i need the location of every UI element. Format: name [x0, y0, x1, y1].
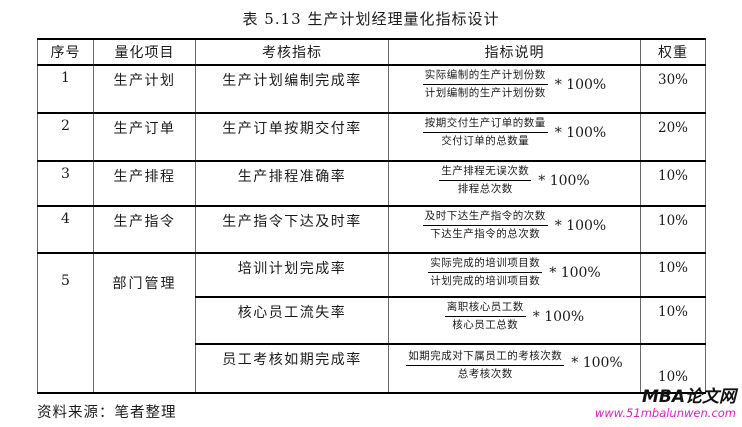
row-description: 生产排程无误次数 排程总次数 * 100%	[388, 160, 641, 207]
fraction-numerator: 按期交付生产订单的数量	[422, 116, 548, 134]
table-header-row: 序号 量化项目 考核指标 指标说明 权重	[37, 38, 706, 66]
row-project: 生产计划	[93, 64, 196, 114]
source-note: 资料来源：笔者整理	[37, 405, 177, 421]
row-no: 1	[37, 64, 94, 114]
fraction-denominator: 计划编制的生产计划份数	[424, 87, 546, 100]
row-weight: 20%	[640, 112, 706, 162]
brand-logo: MBA论文网	[641, 387, 736, 407]
formula-multiplier: * 100%	[549, 264, 601, 281]
fraction-denominator: 下达生产指令的总次数	[430, 228, 541, 241]
row-weight: 10%	[640, 343, 706, 394]
fraction: 生产排程无误次数 排程总次数	[439, 164, 532, 197]
row-indicator: 生产计划编制完成率	[195, 64, 389, 114]
table-row: 1 生产计划 生产计划编制完成率 实际编制的生产计划份数 计划编制的生产计划份数…	[37, 64, 706, 114]
fraction-numerator: 及时下达生产指令的次数	[422, 209, 548, 227]
formula: 及时下达生产指令的次数 下达生产指令的总次数 * 100%	[390, 208, 640, 242]
fraction-denominator: 交付订单的总数量	[441, 135, 530, 148]
formula-multiplier: * 100%	[571, 355, 623, 371]
fraction-numerator: 如期完成对下属员工的考核次数	[406, 349, 565, 367]
row-weight: 10%	[640, 296, 706, 345]
formula: 按期交付生产订单的数量 交付订单的总数量 * 100%	[390, 115, 640, 149]
row-indicator: 核心员工流失率	[195, 296, 389, 345]
header-project: 量化项目	[93, 38, 196, 66]
row-indicator: 生产排程准确率	[195, 160, 389, 207]
row-weight: 10%	[640, 160, 706, 207]
row-indicator: 生产指令下达及时率	[195, 205, 389, 254]
row-project: 生产指令	[93, 205, 196, 254]
row-no: 5	[37, 252, 94, 394]
table-row: 5 部门管理 培训计划完成率 实际完成的培训项目数 计划完成的培训项目数 * 1…	[37, 252, 706, 394]
row-description: 按期交付生产订单的数量 交付订单的总数量 * 100%	[388, 112, 641, 162]
formula: 实际编制的生产计划份数 计划编制的生产计划份数 * 100%	[390, 67, 640, 101]
row-indicator: 培训计划完成率	[195, 252, 389, 298]
row-weight: 10%	[640, 205, 706, 254]
fraction-denominator: 核心员工总数	[452, 319, 519, 332]
row-project: 生产订单	[93, 112, 196, 162]
table-row: 4 生产指令 生产指令下达及时率 及时下达生产指令的次数 下达生产指令的总次数 …	[37, 205, 706, 254]
row-project: 生产排程	[93, 160, 196, 207]
fraction: 实际编制的生产计划份数 计划编制的生产计划份数	[422, 68, 548, 101]
formula-multiplier: * 100%	[554, 76, 607, 93]
row-no: 2	[37, 112, 94, 162]
fraction: 及时下达生产指令的次数 下达生产指令的总次数	[422, 209, 548, 242]
table-row: 3 生产排程 生产排程准确率 生产排程无误次数 排程总次数 * 100% 10%	[37, 160, 706, 207]
row-project: 部门管理	[93, 252, 196, 394]
site-watermark: MBA论文网 www.51mbalunwen.com	[595, 388, 736, 419]
formula: 实际完成的培训项目数 计划完成的培训项目数 * 100%	[390, 255, 640, 289]
fraction-numerator: 实际编制的生产计划份数	[422, 68, 548, 86]
formula: 如期完成对下属员工的考核次数 总考核次数 * 100%	[390, 346, 640, 382]
header-indicator: 考核指标	[195, 38, 389, 66]
row-description: 离职核心员工数 核心员工总数 * 100%	[388, 296, 641, 345]
row-weight: 10%	[640, 252, 706, 298]
brand-url[interactable]: www.51mbalunwen.com	[594, 405, 736, 420]
row-indicator: 员工考核如期完成率	[195, 343, 389, 394]
fraction-numerator: 实际完成的培训项目数	[428, 256, 543, 274]
row-description: 实际完成的培训项目数 计划完成的培训项目数 * 100%	[388, 252, 641, 298]
formula: 离职核心员工数 核心员工总数 * 100%	[390, 299, 640, 333]
fraction-numerator: 生产排程无误次数	[439, 164, 532, 182]
formula-multiplier: * 100%	[538, 172, 590, 189]
header-no: 序号	[37, 38, 94, 66]
formula-multiplier: * 100%	[532, 308, 585, 325]
fraction-numerator: 离职核心员工数	[444, 300, 526, 318]
formula: 生产排程无误次数 排程总次数 * 100%	[390, 163, 640, 197]
fraction: 离职核心员工数 核心员工总数	[444, 300, 526, 333]
row-description: 如期完成对下属员工的考核次数 总考核次数 * 100%	[388, 343, 641, 394]
fraction-denominator: 计划完成的培训项目数	[430, 275, 541, 288]
fraction: 按期交付生产订单的数量 交付订单的总数量	[422, 116, 548, 149]
row-description: 实际编制的生产计划份数 计划编制的生产计划份数 * 100%	[388, 64, 641, 114]
row-indicator: 生产订单按期交付率	[195, 112, 389, 162]
row-no: 4	[37, 205, 94, 254]
row-no: 3	[37, 160, 94, 207]
header-description: 指标说明	[388, 38, 641, 66]
row-description: 及时下达生产指令的次数 下达生产指令的总次数 * 100%	[388, 205, 641, 254]
table-row: 2 生产订单 生产订单按期交付率 按期交付生产订单的数量 交付订单的总数量 * …	[37, 112, 706, 162]
row-weight: 30%	[640, 64, 706, 114]
header-weight: 权重	[640, 38, 706, 66]
table-row: 员工考核如期完成率 如期完成对下属员工的考核次数 总考核次数 * 100% 10…	[38, 343, 706, 394]
fraction-denominator: 排程总次数	[457, 183, 513, 196]
fraction: 如期完成对下属员工的考核次数 总考核次数	[406, 349, 565, 382]
formula-multiplier: * 100%	[554, 217, 607, 234]
quant-indicator-table: 序号 量化项目 考核指标 指标说明 权重 1 生产计划 生产计划编制完成率 实际…	[37, 38, 706, 394]
formula-multiplier: * 100%	[554, 124, 607, 141]
page-title: 表 5.13 生产计划经理量化指标设计	[242, 10, 500, 28]
fraction-denominator: 总考核次数	[457, 368, 513, 381]
table-row: 核心员工流失率 离职核心员工数 核心员工总数 * 100% 10%	[38, 296, 706, 345]
fraction: 实际完成的培训项目数 计划完成的培训项目数	[428, 256, 543, 289]
